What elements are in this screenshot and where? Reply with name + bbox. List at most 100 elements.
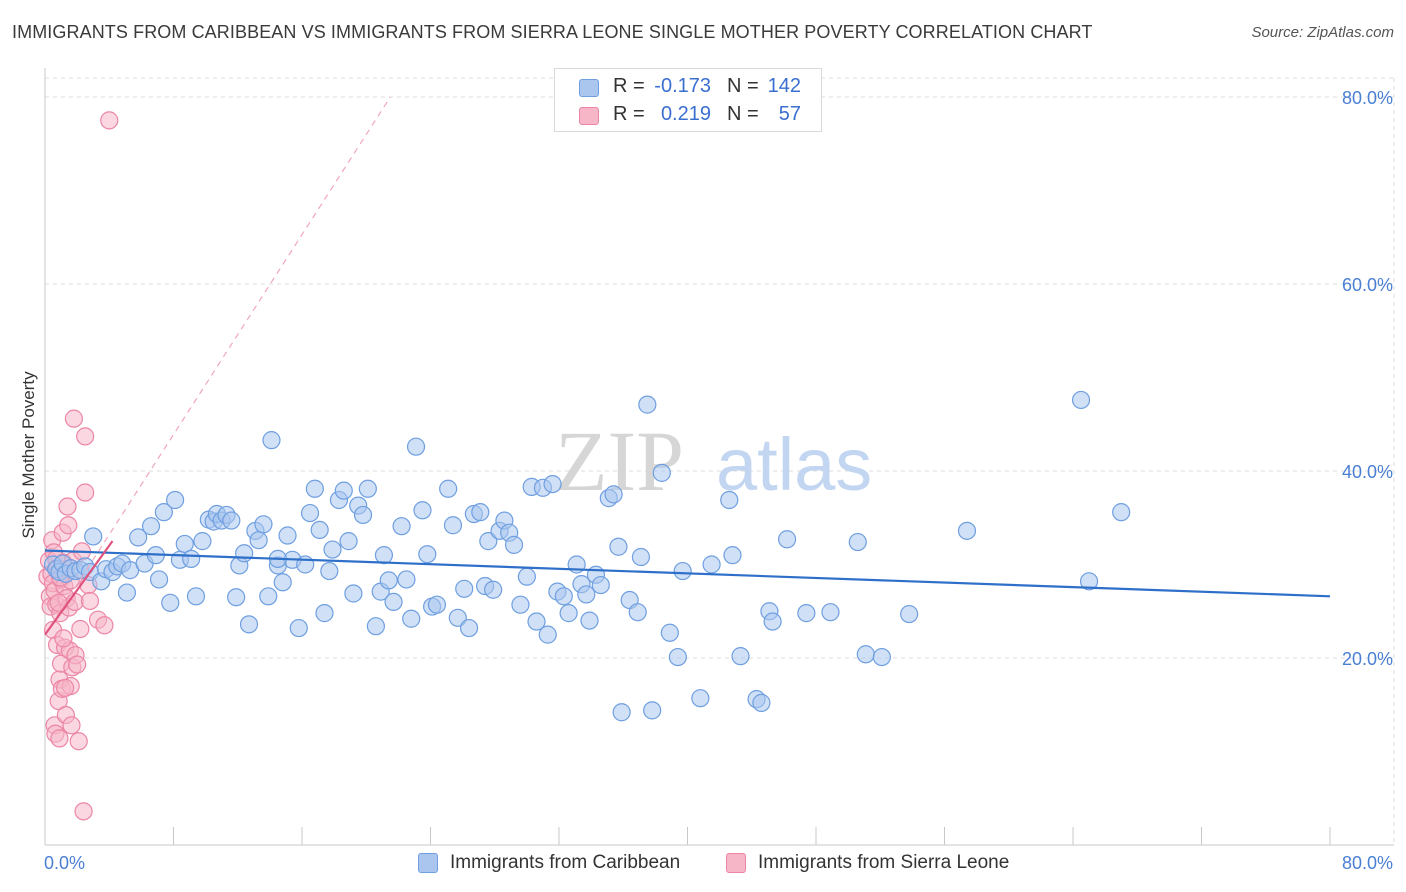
data-point-caribbean <box>577 585 596 604</box>
data-point-sierra-leone <box>59 516 78 535</box>
data-point-caribbean <box>427 595 447 614</box>
data-point-caribbean <box>278 526 297 545</box>
data-point-caribbean <box>554 587 573 606</box>
data-point-sierra-leone <box>55 678 75 698</box>
data-point-sierra-leone <box>62 716 81 735</box>
data-point-caribbean <box>262 431 281 450</box>
data-point-sierra-leone <box>68 655 87 674</box>
data-point-caribbean <box>334 481 353 500</box>
data-point-caribbean <box>763 612 782 631</box>
data-point-caribbean <box>254 515 273 534</box>
data-point-caribbean <box>609 537 628 556</box>
data-point-caribbean <box>315 604 334 623</box>
tick-labels: 20.0% 40.0% 60.0% 80.0% 0.0% 80.0% <box>44 88 1393 873</box>
data-point-caribbean <box>339 532 358 551</box>
data-point-caribbean <box>720 490 739 510</box>
data-point-caribbean <box>320 561 339 581</box>
data-point-caribbean <box>161 593 180 612</box>
data-point-caribbean <box>289 618 308 638</box>
data-point-caribbean <box>479 532 498 551</box>
data-point-caribbean <box>660 623 679 642</box>
data-point-caribbean <box>117 583 137 602</box>
data-point-sierra-leone <box>76 427 95 446</box>
legend-n-label: N = <box>727 103 759 125</box>
y-tick-label: 40.0% <box>1342 462 1393 482</box>
source-credit: Source: ZipAtlas.com <box>1251 24 1394 41</box>
series-caribbean <box>43 390 1131 722</box>
series-sierra-leone <box>38 111 119 821</box>
data-point-caribbean <box>323 540 342 559</box>
data-point-caribbean <box>227 588 246 607</box>
data-point-sierra-leone <box>74 802 93 821</box>
data-point-sierra-leone <box>69 732 88 751</box>
data-point-caribbean <box>1112 503 1131 522</box>
data-point-caribbean <box>527 612 546 631</box>
data-point-caribbean <box>580 611 599 630</box>
data-point-caribbean <box>402 609 421 628</box>
bottom-legend-swatch-blue <box>418 853 438 873</box>
data-point-caribbean <box>559 604 578 623</box>
y-axis-label: Single Mother Poverty <box>19 371 38 539</box>
data-point-caribbean <box>448 608 467 627</box>
data-point-caribbean <box>384 592 403 612</box>
data-point-caribbean <box>673 561 692 581</box>
legend-n-value: 57 <box>778 103 801 125</box>
data-point-caribbean <box>723 546 742 565</box>
data-point-caribbean <box>604 485 623 504</box>
data-point-caribbean <box>193 532 212 551</box>
trend-line-sierra-leone-extended <box>44 96 391 635</box>
data-point-caribbean <box>848 532 867 552</box>
trend-lines <box>44 96 1331 636</box>
data-point-caribbean <box>175 534 194 554</box>
legend-r-value: -0.173 <box>654 75 711 97</box>
bottom-legend: Immigrants from Caribbean Immigrants fro… <box>0 851 1406 881</box>
legend-r-label: R = <box>613 103 645 125</box>
data-point-caribbean <box>856 645 875 664</box>
watermark-atlas: atlas <box>716 423 872 506</box>
legend-row-caribbean: R = -0.173 N = 142 <box>555 73 821 101</box>
data-point-caribbean <box>631 547 651 567</box>
legend-swatch-pink <box>579 107 599 125</box>
y-tick-label: 20.0% <box>1342 649 1393 669</box>
data-point-caribbean <box>353 505 373 525</box>
data-point-caribbean <box>652 463 671 482</box>
data-point-caribbean <box>182 549 201 568</box>
data-point-caribbean <box>957 521 977 540</box>
data-point-caribbean <box>413 501 432 520</box>
data-point-caribbean <box>379 571 398 590</box>
data-point-caribbean <box>374 546 394 565</box>
data-point-caribbean <box>443 516 463 535</box>
data-point-sierra-leone <box>64 409 84 428</box>
data-point-caribbean <box>300 503 320 523</box>
data-point-caribbean <box>141 517 161 536</box>
data-point-caribbean <box>344 584 363 603</box>
data-point-caribbean <box>366 617 385 636</box>
bottom-legend-label: Immigrants from Sierra Leone <box>758 852 1010 873</box>
data-point-caribbean <box>643 701 662 720</box>
data-point-caribbean <box>459 618 479 638</box>
data-point-sierra-leone <box>50 729 69 748</box>
chart-title: IMMIGRANTS FROM CARIBBEAN VS IMMIGRANTS … <box>12 22 1093 42</box>
data-point-caribbean <box>668 647 687 667</box>
data-point-caribbean <box>239 615 259 634</box>
legend-n-label: N = <box>727 75 759 97</box>
data-point-caribbean <box>358 479 377 498</box>
data-point-caribbean <box>166 490 185 510</box>
data-point-caribbean <box>591 575 610 595</box>
data-point-caribbean <box>154 503 173 522</box>
data-point-caribbean <box>691 689 710 708</box>
legend-n-value: 142 <box>767 75 801 97</box>
data-point-caribbean <box>235 544 254 563</box>
data-point-caribbean <box>397 570 416 589</box>
data-point-caribbean <box>538 625 557 644</box>
legend: R = -0.173 N = 142 R = 0.219 N = 57 <box>554 68 822 132</box>
legend-r-label: R = <box>613 75 645 97</box>
y-tick-label: 60.0% <box>1342 275 1393 295</box>
data-point-caribbean <box>1071 390 1091 410</box>
y-tick-label: 80.0% <box>1342 88 1393 108</box>
axes <box>44 68 1394 846</box>
legend-r-value: 0.219 <box>660 103 711 125</box>
data-point-caribbean <box>1079 572 1099 591</box>
data-point-caribbean <box>638 395 657 414</box>
data-point-sierra-leone <box>100 111 119 130</box>
